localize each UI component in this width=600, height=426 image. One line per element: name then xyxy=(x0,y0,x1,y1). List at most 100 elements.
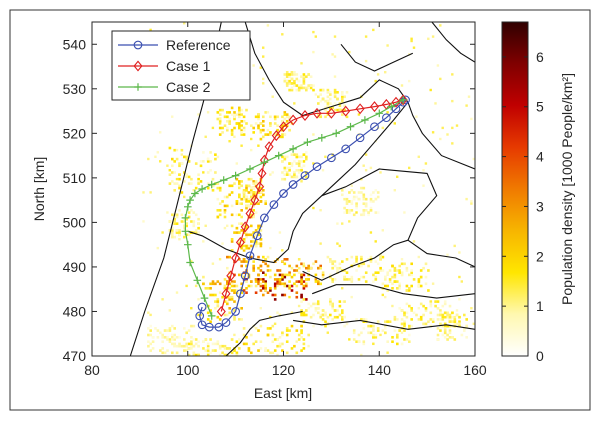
density-cell xyxy=(329,273,332,277)
density-cell xyxy=(262,46,265,49)
series-1-point xyxy=(300,171,310,180)
density-cell xyxy=(453,320,457,323)
density-cell xyxy=(396,333,399,337)
series-2-point xyxy=(326,107,336,119)
density-cell xyxy=(175,215,179,219)
series-1-point xyxy=(236,289,245,299)
density-cell xyxy=(197,313,200,317)
density-cell xyxy=(391,287,394,290)
density-cell xyxy=(295,280,299,283)
density-cell xyxy=(281,333,284,337)
density-cell xyxy=(379,253,382,257)
density-cell xyxy=(300,293,303,297)
density-cell xyxy=(300,273,303,277)
density-cell xyxy=(262,128,265,132)
density-cell xyxy=(276,128,279,132)
density-cell xyxy=(242,238,246,241)
density-cell xyxy=(312,50,315,54)
series-3-point xyxy=(346,122,355,131)
density-cell xyxy=(250,255,253,259)
colorbar-bar xyxy=(501,21,529,357)
series-2-point xyxy=(245,208,255,219)
density-cell xyxy=(417,284,421,288)
density-cell xyxy=(171,115,174,118)
density-cell xyxy=(154,327,157,330)
density-cell xyxy=(216,340,220,343)
density-cell xyxy=(360,262,363,266)
density-cell xyxy=(381,269,385,272)
density-cell xyxy=(300,331,303,335)
density-cell xyxy=(209,351,212,355)
density-cell xyxy=(305,298,308,301)
density-cell xyxy=(290,86,294,90)
density-cell xyxy=(465,197,468,201)
series-2-point xyxy=(312,107,322,119)
series-1-point xyxy=(382,113,391,123)
density-cell xyxy=(266,349,270,352)
colorbar-tick-label: 1 xyxy=(536,298,544,314)
density-cell xyxy=(312,313,315,317)
density-cell xyxy=(281,273,284,277)
density-cell xyxy=(175,148,179,152)
density-cell xyxy=(271,324,275,328)
density-cell xyxy=(314,307,318,310)
density-cell xyxy=(242,191,246,194)
density-cell xyxy=(240,307,243,310)
density-cell xyxy=(422,304,425,308)
density-cell xyxy=(230,106,234,110)
density-cell xyxy=(228,287,231,290)
density-cell xyxy=(223,313,227,317)
density-cell xyxy=(278,269,282,272)
density-cell xyxy=(285,84,289,87)
density-cell xyxy=(364,271,368,274)
density-cell xyxy=(355,206,358,210)
density-cell xyxy=(242,333,246,337)
series-3-point xyxy=(184,203,192,211)
density-cell xyxy=(458,315,461,319)
series-2-point xyxy=(300,110,310,121)
density-cell xyxy=(276,344,279,348)
series-3-point xyxy=(207,180,216,189)
density-cell xyxy=(285,73,289,76)
density-cell xyxy=(254,240,258,243)
y-tick-label: 540 xyxy=(63,36,87,52)
series-3-point xyxy=(193,276,202,285)
density-cell xyxy=(163,351,167,355)
density-cell xyxy=(226,111,229,114)
density-cell xyxy=(386,271,389,274)
density-cell xyxy=(187,215,191,219)
density-cell xyxy=(297,84,301,87)
density-cell xyxy=(254,340,258,343)
series-2-point xyxy=(288,114,298,126)
density-cell xyxy=(242,249,246,252)
density-cell xyxy=(223,300,227,303)
density-cell xyxy=(443,336,447,339)
density-cell xyxy=(250,189,253,192)
density-cell xyxy=(166,336,169,339)
density-cell xyxy=(238,273,241,277)
density-cell xyxy=(336,266,339,270)
density-cell xyxy=(446,338,449,341)
density-cell xyxy=(190,324,193,328)
density-cell xyxy=(216,197,220,201)
y-tick-label: 530 xyxy=(63,81,87,97)
density-cell xyxy=(192,220,196,223)
density-cell xyxy=(331,260,334,263)
density-cell xyxy=(439,77,442,81)
density-cell xyxy=(202,282,205,286)
density-cell xyxy=(393,273,397,277)
density-cell xyxy=(183,195,186,199)
density-cell xyxy=(338,313,342,317)
density-cell xyxy=(264,287,267,290)
density-cell xyxy=(228,255,231,259)
density-cell xyxy=(257,242,260,245)
density-cell xyxy=(257,255,260,259)
density-cell xyxy=(460,333,464,337)
density-cell xyxy=(147,344,150,348)
density-cell xyxy=(458,275,461,279)
density-cell xyxy=(218,120,222,123)
density-cell xyxy=(199,313,203,317)
density-cell xyxy=(398,282,401,286)
density-cell xyxy=(262,255,265,259)
density-cell xyxy=(273,117,277,121)
